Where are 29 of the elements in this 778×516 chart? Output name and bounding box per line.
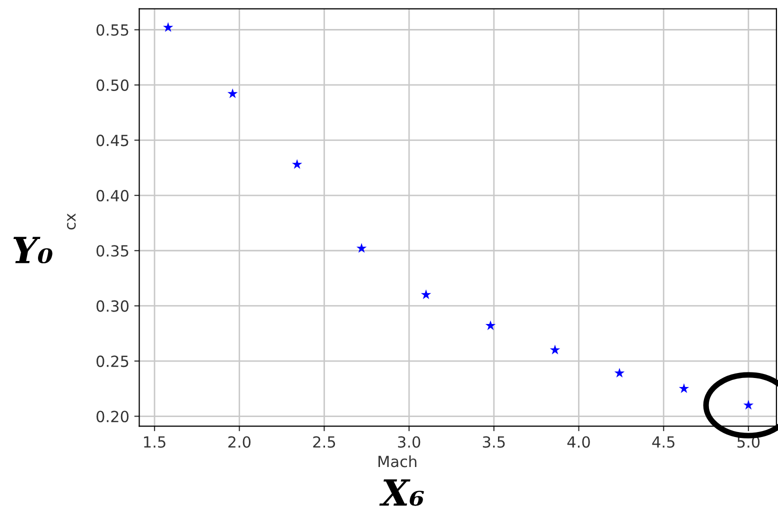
point (485, 320, 496, 330)
x-tick-label: 3.5 (482, 436, 505, 448)
x-tick-label: 4.0 (567, 436, 590, 448)
y-tick-label: 0.55 (96, 24, 128, 36)
point (743, 400, 754, 410)
x-tick-label: 1.5 (144, 436, 166, 448)
y-axis-title: cx (66, 213, 76, 230)
y-tick-label: 0.30 (96, 300, 129, 312)
y-tick-label: 0.25 (96, 356, 128, 368)
y-tick-label: 0.45 (96, 134, 128, 146)
point (227, 88, 238, 98)
x-tick-label: 2.0 (228, 436, 251, 448)
point (162, 22, 174, 32)
point (292, 159, 302, 169)
y-tick-label: 0.20 (96, 410, 129, 422)
point (356, 243, 367, 253)
x-tick-label: 2.5 (313, 436, 336, 448)
x-tick-label: 3.0 (398, 436, 420, 448)
text: X₆ (379, 479, 424, 506)
y-tick-label: 0.40 (96, 190, 129, 202)
y-tick-label: 0.35 (96, 245, 128, 257)
point (614, 368, 625, 378)
point (550, 344, 560, 354)
point (420, 289, 432, 300)
point (678, 383, 690, 394)
text: Y₀ (14, 236, 52, 264)
y-tick-label: 0.50 (96, 79, 129, 91)
x-tick-label: 4.5 (652, 436, 674, 448)
x-axis-title: Mach (378, 455, 416, 468)
